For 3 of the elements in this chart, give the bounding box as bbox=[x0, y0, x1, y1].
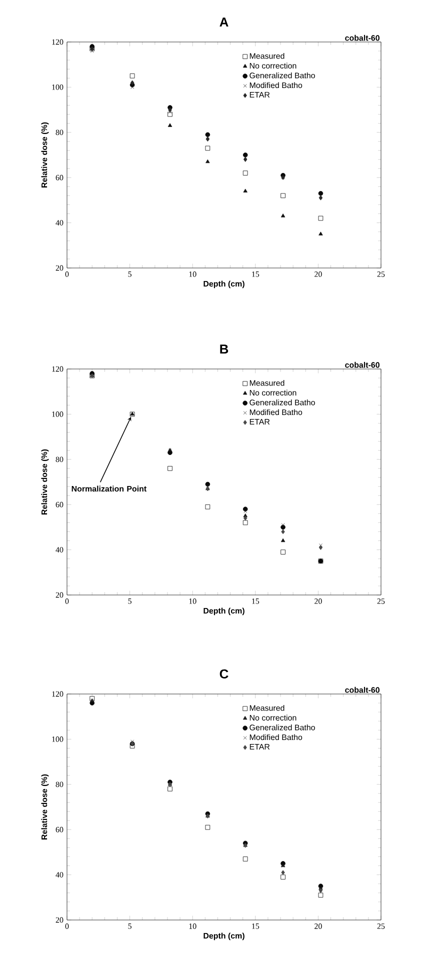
chart-title: C bbox=[220, 669, 228, 678]
chart-title: A bbox=[220, 18, 228, 26]
chart-title: B bbox=[220, 344, 228, 354]
